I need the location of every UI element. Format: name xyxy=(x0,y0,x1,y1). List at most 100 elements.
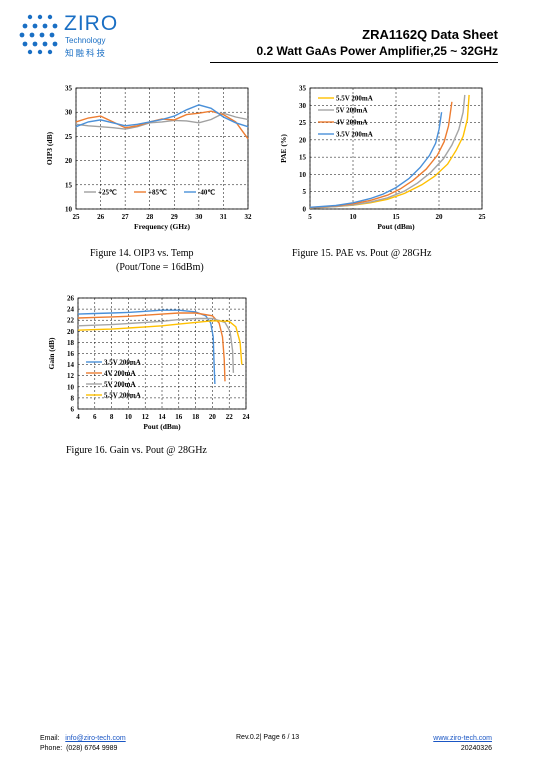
legend-label: 4V 200mA xyxy=(336,119,368,127)
y-tick-label: 12 xyxy=(67,372,75,380)
y-axis-label: OIP3 (dB) xyxy=(45,131,54,165)
x-tick-label: 6 xyxy=(93,413,97,421)
x-axis-label: Pout (dBm) xyxy=(143,422,181,431)
x-tick-label: 27 xyxy=(122,213,129,221)
y-tick-label: 25 xyxy=(299,119,307,127)
y-tick-label: 30 xyxy=(299,102,307,110)
phone-number: (028) 6764 9989 xyxy=(66,745,118,752)
x-axis-label: Frequency (GHz) xyxy=(134,222,190,231)
phone-label: Phone: xyxy=(40,745,63,752)
brand-name: ZIRO xyxy=(64,12,119,35)
y-tick-label: 20 xyxy=(65,157,73,165)
x-tick-label: 31 xyxy=(220,213,228,221)
x-tick-label: 24 xyxy=(243,413,251,421)
oip3-vs-temp-chart: 10 15 20 25 30 35 25 26 27 28 29 30 31 32 Frequency (G… xyxy=(45,85,253,232)
legend-label: 3.5V 200mA xyxy=(104,359,141,367)
x-tick-label: 8 xyxy=(110,413,114,421)
figure-15-caption: Figure 15. PAE vs. Pout @ 28GHz xyxy=(292,248,432,259)
figure-14-caption-note: (Pout/Tone = 16dBm) xyxy=(116,262,204,273)
x-tick-label: 20 xyxy=(209,413,217,421)
y-tick-label: 5 xyxy=(303,188,307,196)
legend-label: 4V 200mA xyxy=(104,370,136,378)
page-number: Rev.0.2| Page 6 / 13 xyxy=(236,734,300,741)
legend-label: +85℃ xyxy=(148,189,167,197)
plot-frame xyxy=(309,87,483,210)
y-tick-label: 10 xyxy=(65,206,73,214)
website-link[interactable]: www.ziro-tech.com xyxy=(433,735,492,742)
y-tick-label: 20 xyxy=(299,136,307,144)
x-tick-label: 28 xyxy=(146,213,154,221)
figure-16-caption: Figure 16. Gain vs. Pout @ 28GHz xyxy=(66,445,207,456)
y-axis-label: Gain (dB) xyxy=(47,337,56,369)
series-line xyxy=(77,312,226,382)
series-line xyxy=(309,112,443,208)
header-divider xyxy=(210,62,498,63)
y-axis-label: PAE (%) xyxy=(279,134,288,163)
x-tick-label: 29 xyxy=(171,213,179,221)
series-line xyxy=(77,317,235,373)
email-label: Email: xyxy=(40,735,60,742)
y-tick-label: 16 xyxy=(67,350,75,358)
series-line xyxy=(77,320,243,365)
y-tick-label: 25 xyxy=(65,133,73,141)
x-tick-label: 20 xyxy=(436,213,444,221)
x-tick-label: 14 xyxy=(159,413,167,421)
y-tick-label: 6 xyxy=(71,406,75,414)
footer-right: www.ziro-tech.com 20240326 xyxy=(433,734,492,754)
y-tick-label: 35 xyxy=(65,85,73,93)
x-tick-label: 26 xyxy=(97,213,105,221)
x-axis-label: Pout (dBm) xyxy=(377,222,415,231)
page-footer: Email: info@ziro-tech.com Phone: (028) 6… xyxy=(0,730,540,760)
plot-frame xyxy=(75,87,249,210)
legend-label: 5V 200mA xyxy=(336,107,368,115)
x-tick-label: 18 xyxy=(192,413,200,421)
legend-label: 5.5V 200mA xyxy=(104,392,141,400)
x-tick-label: 5 xyxy=(308,213,312,221)
y-tick-label: 30 xyxy=(65,109,73,117)
x-tick-label: 30 xyxy=(195,213,203,221)
y-tick-label: 10 xyxy=(299,171,307,179)
document-date: 20240326 xyxy=(460,745,492,752)
x-tick-label: 10 xyxy=(125,413,132,421)
legend-label: +25℃ xyxy=(98,189,117,197)
series-line xyxy=(77,309,216,385)
legend-label: 5.5V 200mA xyxy=(336,95,373,103)
y-tick-label: 35 xyxy=(299,85,307,93)
logo-mark-icon xyxy=(19,14,58,55)
series-line xyxy=(75,112,249,130)
brand-chinese-name: 知融科技 xyxy=(65,49,108,59)
series-line xyxy=(309,101,453,209)
plot-frame xyxy=(77,297,247,410)
x-tick-label: 12 xyxy=(142,413,150,421)
x-tick-label: 22 xyxy=(226,413,234,421)
legend-label: 5V 200mA xyxy=(104,381,136,389)
x-tick-label: 32 xyxy=(245,213,253,221)
page-header: ZIRO Technology 知融科技 ZRA1162Q Data Sheet… xyxy=(0,0,540,70)
y-tick-label: 15 xyxy=(299,154,307,162)
x-tick-label: 16 xyxy=(175,413,183,421)
series-line xyxy=(309,94,466,209)
company-logo xyxy=(16,13,146,71)
x-tick-label: 10 xyxy=(350,213,358,221)
footer-contact: Email: info@ziro-tech.com Phone: (028) 6… xyxy=(40,734,126,754)
y-tick-label: 10 xyxy=(67,383,75,391)
y-tick-label: 18 xyxy=(67,339,75,347)
x-tick-label: 25 xyxy=(73,213,81,221)
document-subtitle: 0.2 Watt GaAs Power Amplifier,25 ~ 32GHz xyxy=(256,44,498,58)
y-tick-label: 22 xyxy=(67,317,75,325)
x-tick-label: 25 xyxy=(479,213,487,221)
x-tick-label: 15 xyxy=(393,213,401,221)
series-line xyxy=(75,104,249,128)
y-tick-label: 26 xyxy=(67,295,75,303)
y-tick-label: 14 xyxy=(67,361,75,369)
email-link[interactable]: info@ziro-tech.com xyxy=(65,735,126,742)
x-tick-label: 4 xyxy=(76,413,80,421)
brand-subtitle: Technology xyxy=(65,36,106,45)
legend-label: -40℃ xyxy=(198,189,215,197)
y-tick-label: 20 xyxy=(67,328,75,336)
legend-label: 3.5V 200mA xyxy=(336,131,373,139)
y-tick-label: 8 xyxy=(71,394,75,402)
y-tick-label: 15 xyxy=(65,181,73,189)
